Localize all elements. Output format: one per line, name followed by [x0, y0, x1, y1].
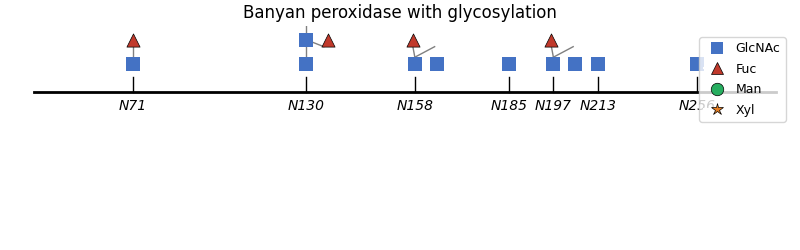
Point: [569, 62, 582, 66]
Point: [299, 11, 312, 15]
Point: [406, 38, 419, 42]
Text: N158: N158: [396, 99, 434, 113]
Text: N256: N256: [678, 99, 715, 113]
Point: [126, 62, 139, 66]
Point: [126, 38, 139, 42]
Text: N197: N197: [535, 99, 572, 113]
Point: [299, 38, 312, 42]
Point: [690, 62, 703, 66]
Legend: GlcNAc, Fuc, Man, Xyl: GlcNAc, Fuc, Man, Xyl: [699, 37, 786, 122]
Point: [545, 38, 558, 42]
Point: [502, 62, 515, 66]
Text: N185: N185: [490, 99, 527, 113]
Point: [409, 62, 422, 66]
Text: N130: N130: [287, 99, 325, 113]
Text: N71: N71: [118, 99, 147, 113]
Point: [591, 62, 604, 66]
Text: N213: N213: [579, 99, 617, 113]
Point: [547, 62, 560, 66]
Point: [299, 62, 312, 66]
Point: [430, 62, 443, 66]
Point: [322, 38, 334, 42]
Title: Banyan peroxidase with glycosylation: Banyan peroxidase with glycosylation: [243, 4, 557, 22]
